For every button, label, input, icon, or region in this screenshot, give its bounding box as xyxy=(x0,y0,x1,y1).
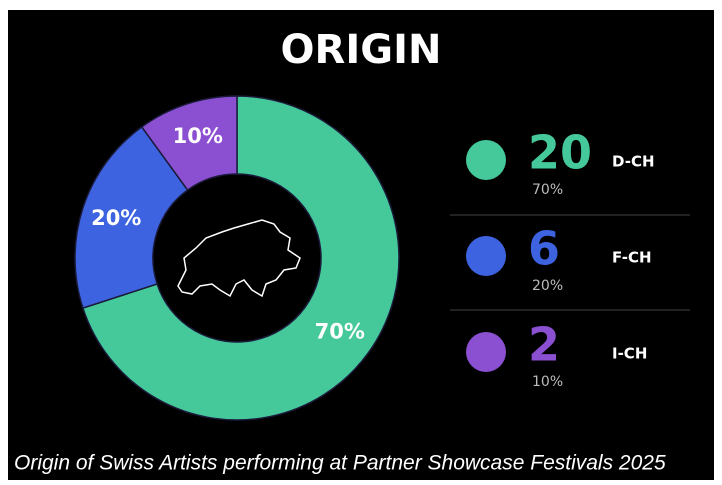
slice-label: 10% xyxy=(173,124,223,148)
legend-count: 20 xyxy=(528,126,592,180)
chart-title: ORIGIN xyxy=(281,27,442,73)
legend-percent: 70% xyxy=(532,182,563,198)
legend-marker xyxy=(466,236,506,276)
caption: Origin of Swiss Artists performing at Pa… xyxy=(14,452,666,475)
donut-slice xyxy=(74,125,189,310)
legend-count: 6 xyxy=(528,222,560,276)
donut-slice xyxy=(81,95,400,421)
legend-label: I-CH xyxy=(612,345,647,363)
donut: 70% 20% 10% xyxy=(74,95,400,421)
legend-marker xyxy=(466,140,506,180)
legend-marker xyxy=(466,332,506,372)
legend: 20 70% D-CH 6 20% F-CH 2 10% I-CH xyxy=(466,126,655,390)
legend-label: D-CH xyxy=(612,153,655,171)
slice-label: 70% xyxy=(315,320,365,344)
legend-label: F-CH xyxy=(612,249,652,267)
legend-count: 2 xyxy=(528,318,560,372)
swiss-map xyxy=(177,219,301,298)
legend-percent: 20% xyxy=(532,278,563,294)
donut-slice xyxy=(140,95,238,192)
legend-percent: 10% xyxy=(532,374,563,390)
slice-label: 20% xyxy=(91,206,141,230)
